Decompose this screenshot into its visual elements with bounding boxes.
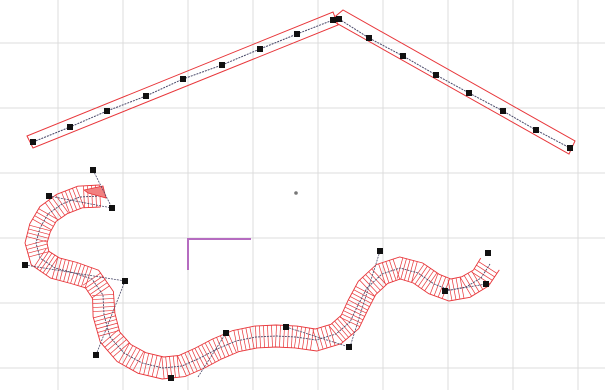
ribbon-hatch xyxy=(223,333,233,355)
roof-path xyxy=(32,18,571,149)
tangent-line xyxy=(95,280,126,356)
ribbon-hatch xyxy=(75,186,85,208)
ribbon-hatch xyxy=(212,338,222,360)
control-point-handle-icon[interactable] xyxy=(180,76,186,82)
control-point-handle-icon[interactable] xyxy=(67,124,73,130)
ribbon-hatch xyxy=(26,243,48,250)
control-point-handle-icon[interactable] xyxy=(219,62,225,68)
roof-shape[interactable] xyxy=(26,9,576,155)
ribbon-hatch xyxy=(353,289,374,301)
ribbon-hatch xyxy=(84,275,104,289)
ribbon-center-path xyxy=(35,195,491,369)
ribbon-hatch xyxy=(294,326,298,348)
ribbon-hatch xyxy=(306,327,310,350)
ribbon-hatch xyxy=(39,252,53,272)
ribbon-hatch xyxy=(48,199,62,219)
ribbon-hatch xyxy=(55,258,62,280)
ribbon-hatch xyxy=(27,232,49,239)
ribbon-hatch xyxy=(61,192,70,213)
roof-right-outline[interactable] xyxy=(330,9,576,155)
control-point-handle-icon[interactable] xyxy=(168,375,174,381)
ribbon-hatch xyxy=(91,294,115,296)
axis-marker-icon xyxy=(187,238,251,270)
control-point-handle-icon[interactable] xyxy=(377,248,383,254)
ribbon-hatch xyxy=(27,247,49,254)
ribbon-hatch xyxy=(112,342,130,358)
control-point-handle-icon[interactable] xyxy=(143,93,149,99)
ribbon-hatch xyxy=(348,299,368,311)
ribbon-hatch xyxy=(177,355,187,377)
ribbon-hatch xyxy=(463,275,476,295)
ribbon-hatch xyxy=(80,266,89,288)
tangent-line xyxy=(285,326,350,348)
control-point-handle-icon[interactable] xyxy=(330,17,336,23)
ribbon-edge-inner xyxy=(46,206,482,358)
tangent-line xyxy=(197,332,227,378)
ribbon-hatch xyxy=(365,274,381,291)
tangent-line xyxy=(24,264,126,282)
tangent-line xyxy=(444,283,487,292)
control-point-handle-icon[interactable] xyxy=(90,167,96,173)
control-handles[interactable] xyxy=(22,16,573,381)
ribbon-hatch xyxy=(316,328,324,350)
ribbon-hatch xyxy=(334,320,350,338)
ribbon-hatch xyxy=(447,279,453,301)
arrow-ornament[interactable] xyxy=(48,169,113,209)
curved-ribbon-shape[interactable] xyxy=(24,184,500,380)
ribbon-hatch xyxy=(259,325,261,348)
tangent-line xyxy=(349,250,381,348)
ribbon-hatch xyxy=(38,208,58,220)
ribbon-hatch xyxy=(459,276,465,299)
ribbon-hatch xyxy=(97,326,119,333)
ribbon-hatch xyxy=(388,259,397,281)
ribbon-hatch xyxy=(92,306,115,308)
ribbon-hatch xyxy=(271,325,273,348)
control-point-handle-icon[interactable] xyxy=(366,35,372,41)
ribbon-hatch xyxy=(132,351,145,371)
control-point-handle-icon[interactable] xyxy=(533,127,539,133)
control-point-handle-icon[interactable] xyxy=(433,72,439,78)
ribbon-hatch xyxy=(191,349,202,370)
control-point-handle-icon[interactable] xyxy=(294,31,300,37)
control-point-handle-icon[interactable] xyxy=(567,145,573,151)
origin-dot-icon xyxy=(294,191,298,195)
ribbon-hatch xyxy=(476,264,495,278)
control-point-handle-icon[interactable] xyxy=(223,330,229,336)
ribbon-hatch xyxy=(403,259,411,281)
ribbon-edge-outer xyxy=(24,184,500,380)
ribbon-hatch xyxy=(94,315,116,322)
ribbon-path xyxy=(24,195,491,378)
control-point-handle-icon[interactable] xyxy=(346,344,352,350)
control-point-handle-icon[interactable] xyxy=(336,16,342,22)
control-point-handle-icon[interactable] xyxy=(257,46,263,52)
ribbon-hatch xyxy=(201,344,213,365)
ribbon-hatch xyxy=(169,356,173,379)
control-point-handle-icon[interactable] xyxy=(466,90,472,96)
ribbon-hatch xyxy=(32,218,52,231)
arrow-head xyxy=(83,185,107,199)
control-point-handle-icon[interactable] xyxy=(22,262,28,268)
ribbon-hatch xyxy=(72,188,81,209)
control-point-handle-icon[interactable] xyxy=(485,250,491,256)
control-point-handle-icon[interactable] xyxy=(93,352,99,358)
ribbon-hatch xyxy=(424,272,438,292)
control-point-handle-icon[interactable] xyxy=(109,205,115,211)
ribbon-hatch xyxy=(155,356,162,378)
control-point-handle-icon[interactable] xyxy=(30,139,36,145)
ribbon-hatch xyxy=(237,329,243,352)
control-point-handle-icon[interactable] xyxy=(483,281,489,287)
control-point-handle-icon[interactable] xyxy=(283,324,289,330)
control-point-handle-icon[interactable] xyxy=(442,288,448,294)
ribbon-hatch xyxy=(437,276,447,298)
ribbon-hatch xyxy=(36,250,50,270)
control-point-handle-icon[interactable] xyxy=(46,193,52,199)
control-point-handle-icon[interactable] xyxy=(500,108,506,114)
control-point-handle-icon[interactable] xyxy=(122,278,128,284)
ribbon-hatch xyxy=(355,285,376,297)
control-point-handle-icon[interactable] xyxy=(400,53,406,59)
ribbon-hatch xyxy=(414,265,428,285)
control-point-handle-icon[interactable] xyxy=(104,108,110,114)
